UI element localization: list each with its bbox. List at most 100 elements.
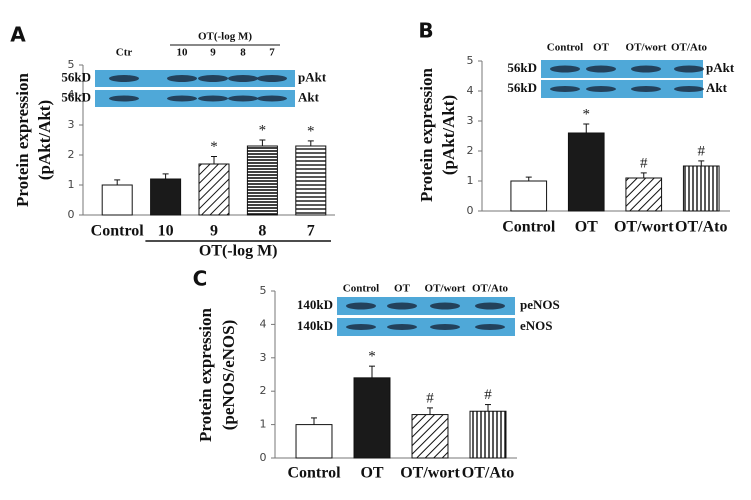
blot-size: 56kD: [507, 60, 537, 75]
y-tick-label: 0: [68, 208, 75, 221]
y-tick-label: 1: [260, 418, 267, 431]
blot-size: 56kD: [61, 69, 91, 84]
bar: [510, 180, 548, 212]
x-tick-label: 9: [210, 223, 218, 240]
blot-strip: [541, 60, 703, 78]
blot-protein: pAkt: [706, 60, 735, 75]
bar: [295, 424, 333, 459]
group-label: OT(-log M): [199, 243, 278, 260]
y-tick-label: 4: [260, 317, 267, 330]
blot-protein: Akt: [706, 80, 728, 95]
significance-mark: *: [210, 139, 218, 155]
bar: [567, 132, 605, 212]
significance-mark: #: [484, 387, 492, 403]
y-tick-label: 2: [260, 384, 267, 397]
y-tick-label: 0: [467, 204, 474, 217]
blot-lane-label: OT: [593, 42, 610, 54]
significance-mark: *: [368, 349, 376, 365]
panel-letter: B: [418, 19, 433, 43]
bar: [198, 163, 230, 216]
y-tick-label: 2: [68, 148, 75, 161]
bar: [295, 145, 327, 216]
y-axis-label: (peNOS/eNOS): [219, 320, 238, 431]
bar: [246, 145, 278, 216]
blot-band: [167, 95, 197, 102]
blot-lane-label: 8: [240, 47, 246, 59]
bar: [469, 410, 507, 459]
blot-lane-label: OT: [394, 283, 411, 295]
blot-lane-label: OT/Ato: [671, 42, 708, 54]
blot-protein: peNOS: [520, 297, 560, 312]
blot-lane-label: Control: [343, 283, 379, 295]
x-tick-label: Control: [502, 219, 556, 236]
blot-band: [430, 324, 460, 330]
blot-band: [228, 95, 258, 102]
y-axis-label: (pAkt/Akt): [439, 95, 458, 175]
panel-letter: A: [10, 23, 26, 47]
blot-size: 56kD: [61, 89, 91, 104]
x-tick-label: Control: [287, 465, 341, 482]
blot-band: [109, 95, 139, 102]
bar: [101, 184, 133, 216]
y-axis-label: Protein expression: [13, 72, 32, 206]
blot-lane-label: OT/wort: [626, 42, 667, 54]
blot-lane-label: 7: [269, 47, 275, 59]
blot-band: [550, 86, 580, 92]
x-tick-label: OT/wort: [400, 465, 460, 482]
blot-band: [257, 95, 287, 102]
y-tick-label: 3: [68, 118, 75, 131]
blot-strip: [337, 318, 515, 336]
y-tick-label: 4: [467, 84, 474, 97]
blot-band: [198, 75, 228, 82]
blot-protein: pAkt: [298, 69, 327, 84]
significance-mark: *: [307, 123, 315, 139]
blot-band: [475, 324, 505, 330]
x-tick-label: 7: [307, 223, 315, 240]
x-tick-label: 8: [258, 223, 266, 240]
blot-band: [475, 302, 505, 310]
x-tick-label: OT/Ato: [462, 465, 514, 482]
blot-protein: eNOS: [520, 318, 553, 333]
blot-lane-label: 9: [210, 47, 216, 59]
blot-size: 140kD: [297, 318, 333, 333]
significance-mark: #: [698, 143, 706, 159]
y-tick-label: 1: [467, 174, 474, 187]
bar: [353, 377, 391, 459]
blot-band: [228, 75, 258, 82]
y-tick-label: 4: [68, 88, 75, 101]
blot-band: [674, 65, 704, 73]
blot-group-label: OT(-log M): [198, 31, 252, 43]
significance-mark: #: [640, 155, 648, 171]
y-tick-label: 1: [68, 178, 75, 191]
y-tick-label: 5: [260, 284, 267, 297]
blot-band: [550, 65, 580, 73]
y-axis-label: Protein expression: [196, 307, 215, 441]
blot-band: [198, 95, 228, 102]
blot-band: [387, 302, 417, 310]
bar: [682, 165, 720, 212]
blot-band: [257, 75, 287, 82]
blot-band: [167, 75, 197, 82]
blot-band: [430, 302, 460, 310]
blot-lane-label: 10: [177, 47, 189, 59]
x-tick-label: OT: [575, 219, 598, 236]
blot-strip: [541, 80, 703, 98]
blot-band: [346, 302, 376, 310]
blot-size: 140kD: [297, 297, 333, 312]
y-tick-label: 3: [467, 114, 474, 127]
blot-lane-label: Control: [547, 42, 583, 54]
blot-band: [586, 86, 616, 92]
bar: [150, 178, 182, 216]
blot-band: [631, 65, 661, 73]
y-tick-label: 0: [260, 451, 267, 464]
blot-protein: Akt: [298, 89, 320, 104]
blot-band: [631, 86, 661, 92]
x-tick-label: OT: [360, 465, 383, 482]
y-tick-label: 2: [467, 144, 474, 157]
blot-size: 56kD: [507, 80, 537, 95]
blot-band: [109, 75, 139, 82]
significance-mark: *: [583, 106, 591, 122]
blot-lane-label: OT/wort: [425, 283, 466, 295]
y-tick-label: 5: [68, 58, 75, 71]
